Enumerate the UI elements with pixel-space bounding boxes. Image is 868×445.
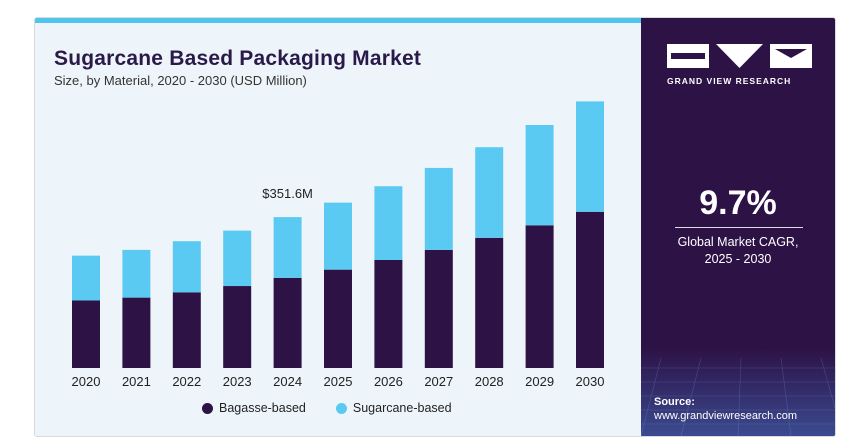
x-tick-label: 2021 bbox=[122, 374, 151, 389]
accent-bar bbox=[35, 18, 641, 23]
bar-sugarcane-2026 bbox=[374, 186, 403, 260]
bar-sugarcane-2027 bbox=[424, 167, 453, 250]
bar-bagasse-2025 bbox=[324, 269, 352, 368]
chart-title: Sugarcane Based Packaging Market bbox=[54, 47, 422, 70]
logo-marks-icon bbox=[667, 44, 812, 68]
x-tick-label: 2022 bbox=[172, 374, 201, 389]
brand-logo: GRAND VIEW RESEARCH bbox=[667, 44, 813, 86]
legend-label-bagasse: Bagasse-based bbox=[219, 401, 306, 415]
legend-swatch-bagasse bbox=[202, 402, 213, 414]
x-tick-label: 2029 bbox=[525, 374, 554, 389]
x-tick-label: 2026 bbox=[374, 374, 403, 389]
x-tick-label: 2020 bbox=[72, 374, 101, 389]
data-label-annotation: $351.6M bbox=[262, 186, 313, 201]
bar-sugarcane-2030 bbox=[576, 101, 604, 212]
x-tick-label: 2024 bbox=[273, 374, 302, 389]
bar-sugarcane-2024 bbox=[273, 217, 302, 278]
bar-bagasse-2028 bbox=[475, 237, 504, 368]
side-panel: GRAND VIEW RESEARCH 9.7% Global Market C… bbox=[641, 18, 835, 436]
source-block: Source: www.grandviewresearch.com bbox=[641, 348, 835, 436]
x-tick-label: 2027 bbox=[424, 374, 453, 389]
bar-sugarcane-2021 bbox=[122, 249, 151, 298]
bar-sugarcane-2025 bbox=[324, 202, 352, 270]
chart-card: Sugarcane Based Packaging Market Size, b… bbox=[34, 17, 836, 437]
bar-sugarcane-2023 bbox=[223, 230, 252, 287]
x-tick-label: 2030 bbox=[576, 374, 605, 389]
legend-item-bagasse: Bagasse-based bbox=[202, 401, 306, 415]
bar-sugarcane-2020 bbox=[72, 255, 100, 301]
bar-bagasse-2024 bbox=[273, 277, 302, 368]
bar-bagasse-2030 bbox=[576, 211, 604, 368]
bar-bagasse-2027 bbox=[424, 249, 453, 368]
decorative-grid-icon bbox=[641, 357, 835, 436]
bar-sugarcane-2029 bbox=[525, 125, 554, 226]
cagr-label-text: Global Market CAGR, bbox=[677, 235, 799, 249]
bar-sugarcane-2022 bbox=[172, 241, 201, 293]
bar-bagasse-2029 bbox=[525, 225, 554, 368]
x-tick-label: 2028 bbox=[475, 374, 504, 389]
bar-bagasse-2022 bbox=[172, 292, 201, 368]
cagr-divider bbox=[675, 227, 803, 228]
bar-bagasse-2023 bbox=[223, 286, 252, 368]
source-url: www.grandviewresearch.com bbox=[654, 410, 798, 422]
bar-bagasse-2020 bbox=[72, 300, 100, 368]
legend-label-sugarcane: Sugarcane-based bbox=[352, 401, 452, 415]
chart-subtitle: Size, by Material, 2020 - 2030 (USD Mill… bbox=[54, 73, 307, 88]
bar-sugarcane-2028 bbox=[475, 147, 504, 238]
legend-item-sugarcane: Sugarcane-based bbox=[335, 401, 452, 415]
bar-bagasse-2026 bbox=[374, 260, 403, 368]
x-tick-label: 2025 bbox=[324, 374, 353, 389]
stacked-bar-chart: 2020 2021 2022 2023 2024 $351.6M 2025 2026 2027 2… bbox=[72, 101, 605, 389]
source-label: Source: bbox=[654, 396, 695, 408]
bar-bagasse-2021 bbox=[122, 297, 151, 368]
cagr-period: 2025 - 2030 bbox=[704, 252, 772, 266]
brand-name: GRAND VIEW RESEARCH bbox=[667, 76, 792, 86]
cagr-label: Global Market CAGR, 2025 - 2030 bbox=[641, 234, 835, 268]
cagr-value: 9.7% bbox=[699, 184, 777, 222]
x-tick-label: 2023 bbox=[223, 374, 252, 389]
legend-swatch-sugarcane bbox=[335, 402, 347, 414]
chart-legend: Bagasse-based Sugarcane-based bbox=[202, 401, 482, 415]
